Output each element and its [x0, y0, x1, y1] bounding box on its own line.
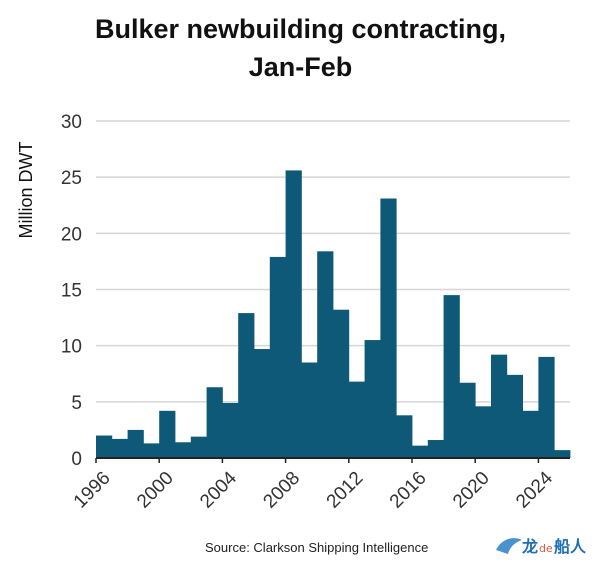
x-tick-label: 2020 [449, 468, 494, 513]
y-tick-label: 0 [71, 449, 82, 470]
y-tick-label: 20 [61, 224, 82, 245]
bar [301, 362, 318, 458]
watermark-text-1: 龙 [521, 537, 538, 556]
bar [175, 442, 192, 458]
watermark-text-2: de [539, 542, 553, 555]
watermark-text-3: 船人 [554, 537, 587, 556]
bar [333, 309, 350, 458]
bar [348, 381, 365, 458]
bars [96, 170, 571, 458]
bar [459, 382, 476, 458]
watermark-logo: 龙 de 船人 [496, 537, 587, 556]
y-tick-label: 10 [61, 337, 82, 358]
bar [190, 436, 207, 458]
bar [412, 445, 429, 458]
x-tick-label: 1996 [70, 468, 115, 513]
bar [206, 387, 223, 458]
x-tick-label: 2012 [323, 468, 368, 513]
bar [111, 438, 128, 458]
bar [317, 251, 334, 458]
bar [554, 450, 571, 458]
y-tick-label: 5 [71, 393, 82, 414]
y-tick-labels: 0 5 10 15 20 25 30 [61, 112, 82, 470]
y-tick-label: 15 [61, 281, 82, 302]
bar [380, 198, 397, 458]
bar [238, 313, 255, 458]
bar [491, 354, 508, 458]
boat-icon [496, 538, 522, 554]
y-tick-label: 25 [61, 168, 82, 189]
bar [522, 410, 539, 458]
bar [127, 429, 144, 458]
x-tick-label: 2004 [196, 467, 241, 512]
bar [475, 406, 492, 458]
axes [95, 457, 570, 463]
y-axis-label: Million DWT [16, 141, 36, 238]
x-tick-label: 2024 [512, 467, 557, 512]
x-tick-labels: 1996 2000 2004 2008 2012 2016 2020 2024 [70, 467, 557, 512]
bar [222, 402, 239, 458]
source-note: Source: Clarkson Shipping Intelligence [205, 540, 429, 555]
x-tick-label: 2016 [386, 468, 431, 513]
chart-title-line1: Bulker newbuilding contracting, [94, 14, 507, 44]
bar [443, 295, 460, 458]
chart-title-line2: Jan-Feb [248, 52, 353, 82]
bar [159, 410, 176, 458]
bar [364, 340, 381, 458]
y-tick-label: 30 [61, 112, 82, 133]
bar [396, 415, 413, 458]
bar [269, 256, 286, 458]
bar [143, 443, 160, 458]
bar [538, 356, 555, 458]
bar [254, 349, 271, 458]
bar [427, 440, 444, 458]
bar [506, 374, 523, 458]
x-tick-label: 2008 [259, 468, 304, 513]
bar [285, 170, 302, 458]
chart-title: Bulker newbuilding contracting, Jan-Feb [0, 10, 601, 86]
x-tick-label: 2000 [133, 468, 178, 513]
bar [96, 435, 113, 458]
